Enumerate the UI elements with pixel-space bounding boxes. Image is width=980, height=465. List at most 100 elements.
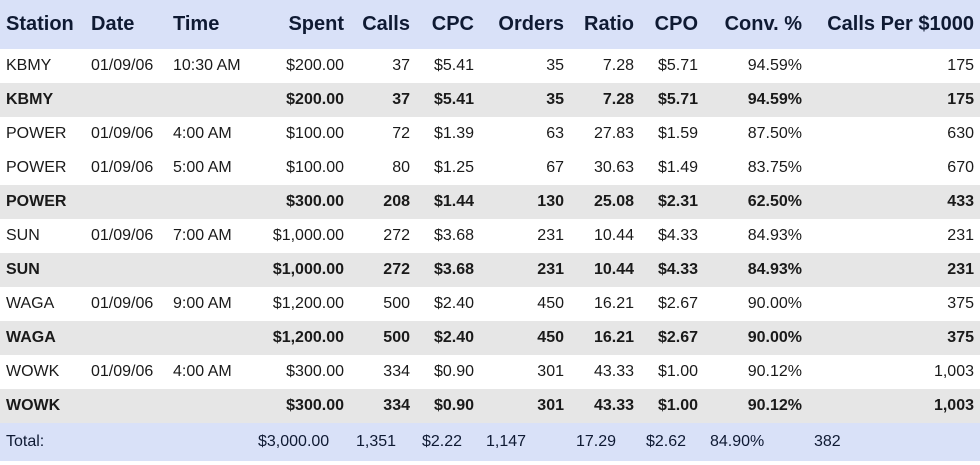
cell-cpc: $2.40: [433, 329, 474, 346]
cell-station: WAGA: [6, 329, 56, 346]
cell-ratio: 27.83: [593, 125, 634, 142]
cell-orders: 231: [537, 227, 564, 244]
column-header-time: Time: [173, 13, 220, 35]
cell-orders: 301: [537, 363, 564, 380]
cell-cpo: $4.33: [657, 261, 698, 278]
table-row: SUN 01/09/06 7:00 AM $1,000.00 272 $3.68 231 10…: [0, 219, 980, 253]
column-header-conv: Conv. %: [724, 13, 802, 35]
cell-spent: $1,200.00: [272, 295, 344, 312]
cell-orders: 67: [546, 159, 564, 176]
column-header-spent: Spent: [288, 13, 344, 35]
cell-per1000: 175: [947, 57, 974, 74]
cell-calls: 37: [392, 91, 410, 108]
cell-time: 10:30 AM: [173, 57, 241, 74]
cell-date: [85, 321, 167, 355]
cell-station: KBMY: [6, 91, 54, 108]
header-row: Station Date Time Spent Calls CPC Orders…: [0, 0, 980, 49]
cell-cpc: $5.41: [433, 57, 474, 74]
cell-cpo: $5.71: [657, 57, 698, 74]
cell-ratio: 10.44: [593, 227, 634, 244]
cell-calls: 334: [383, 397, 410, 414]
total-spent: $3,000.00: [258, 433, 330, 450]
cell-calls: 334: [383, 363, 410, 380]
cell-conv: 90.00%: [747, 295, 802, 312]
cell-per1000: 231: [947, 227, 974, 244]
cell-spent: $100.00: [286, 159, 344, 176]
cell-conv: 84.93%: [747, 227, 802, 244]
subtotal-row: WOWK $300.00 334 $0.90 301 43.33 $1.00 90.12% 1,…: [0, 389, 980, 423]
cell-date: 01/09/06: [91, 295, 154, 312]
cell-cpo: $1.00: [657, 397, 698, 414]
cell-cpo: $2.67: [657, 329, 698, 346]
cell-orders: 35: [546, 91, 564, 108]
cell-spent: $1,200.00: [272, 329, 344, 346]
cell-date: 01/09/06: [91, 125, 154, 142]
cell-calls: 80: [392, 159, 410, 176]
cell-calls: 500: [383, 295, 410, 312]
cell-time: 4:00 AM: [173, 363, 232, 380]
cell-spent: $100.00: [286, 125, 344, 142]
cell-calls: 72: [392, 125, 410, 142]
cell-cpc: $1.39: [433, 125, 474, 142]
cell-calls: 500: [383, 329, 410, 346]
table-row: KBMY 01/09/06 10:30 AM $200.00 37 $5.41 35 7.28…: [0, 49, 980, 83]
total-orders: 1,147: [486, 433, 527, 450]
cell-conv: 84.93%: [747, 261, 802, 278]
cell-cpo: $2.67: [657, 295, 698, 312]
total-label: Total:: [6, 433, 45, 450]
cell-cpc: $2.40: [433, 295, 474, 312]
cell-time: [167, 185, 252, 219]
cell-cpo: $4.33: [657, 227, 698, 244]
cell-cpc: $1.44: [433, 193, 474, 210]
cell-calls: 37: [392, 57, 410, 74]
cell-date: [85, 389, 167, 423]
cell-per1000: 1,003: [933, 397, 974, 414]
cell-orders: 63: [546, 125, 564, 142]
cell-conv: 90.00%: [747, 329, 802, 346]
cell-conv: 90.12%: [747, 363, 802, 380]
cell-ratio: 16.21: [593, 329, 634, 346]
cell-station: POWER: [6, 125, 67, 142]
total-time: [167, 423, 252, 461]
column-header-date: Date: [91, 13, 135, 35]
cell-orders: 35: [546, 57, 564, 74]
cell-calls: 272: [383, 261, 410, 278]
cell-date: 01/09/06: [91, 227, 154, 244]
cell-conv: 87.50%: [747, 125, 802, 142]
subtotal-row: SUN $1,000.00 272 $3.68 231 10.44 $4.33 84.93% 2…: [0, 253, 980, 287]
cell-orders: 450: [537, 295, 564, 312]
cell-spent: $300.00: [286, 193, 344, 210]
table-row: WOWK 01/09/06 4:00 AM $300.00 334 $0.90 301 43.…: [0, 355, 980, 389]
cell-station: WAGA: [6, 295, 55, 312]
subtotal-row: POWER $300.00 208 $1.44 130 25.08 $2.31 62.50% 4…: [0, 185, 980, 219]
cell-ratio: 30.63: [593, 159, 634, 176]
column-header-calls-per-1000: Calls Per $1000: [827, 13, 974, 35]
cell-cpc: $3.68: [433, 261, 474, 278]
column-header-cpc: CPC: [431, 13, 474, 35]
cell-ratio: 7.28: [602, 57, 634, 74]
cell-station: KBMY: [6, 57, 52, 74]
cell-cpo: $1.59: [657, 125, 698, 142]
cell-spent: $1,000.00: [272, 261, 344, 278]
cell-date: [85, 185, 167, 219]
cell-spent: $200.00: [286, 57, 344, 74]
column-header-station: Station: [6, 13, 74, 35]
cell-calls: 208: [383, 193, 410, 210]
table-body: KBMY 01/09/06 10:30 AM $200.00 37 $5.41 35 7.28…: [0, 49, 980, 423]
cell-orders: 231: [537, 261, 564, 278]
cell-time: 7:00 AM: [173, 227, 232, 244]
table-row: WAGA 01/09/06 9:00 AM $1,200.00 500 $2.40 450 1…: [0, 287, 980, 321]
cell-cpo: $5.71: [657, 91, 698, 108]
cell-per1000: 375: [947, 295, 974, 312]
column-header-orders: Orders: [498, 13, 564, 35]
cell-ratio: 16.21: [593, 295, 634, 312]
subtotal-row: WAGA $1,200.00 500 $2.40 450 16.21 $2.67 90.00%…: [0, 321, 980, 355]
cell-time: 5:00 AM: [173, 159, 232, 176]
total-cpc: $2.22: [422, 433, 463, 450]
cell-conv: 83.75%: [747, 159, 802, 176]
cell-per1000: 670: [947, 159, 974, 176]
column-header-calls: Calls: [362, 13, 410, 35]
cell-ratio: 10.44: [593, 261, 634, 278]
cell-per1000: 375: [947, 329, 974, 346]
